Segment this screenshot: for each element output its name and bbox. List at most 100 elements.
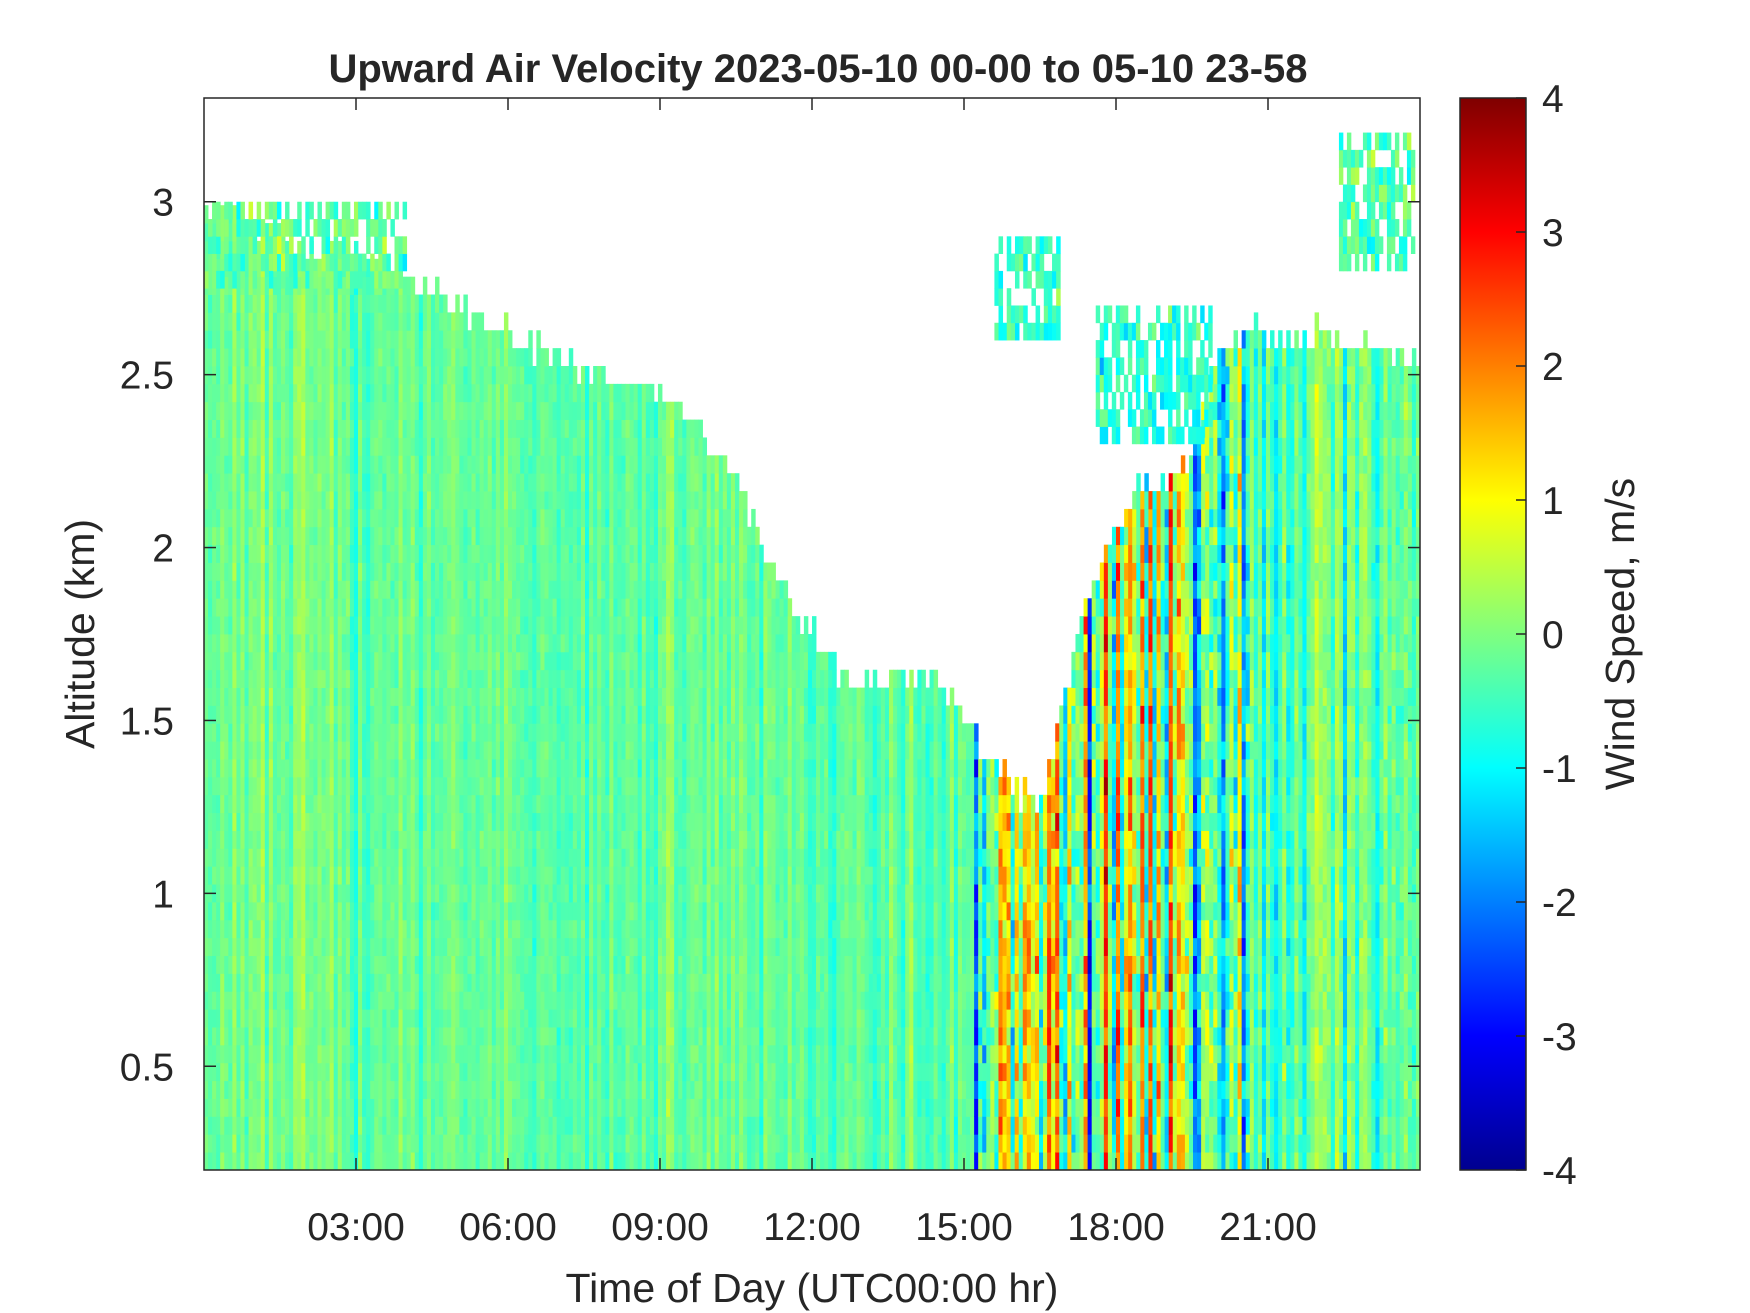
heatmap-cell (495, 1027, 501, 1046)
heatmap-cell (382, 580, 387, 599)
heatmap-cell (305, 491, 310, 510)
heatmap-cell (499, 884, 505, 903)
heatmap-cell (568, 598, 574, 617)
heatmap-cell (560, 383, 566, 403)
heatmap-cell (451, 687, 456, 706)
heatmap-cell (524, 544, 529, 563)
heatmap-cell (232, 651, 237, 671)
heatmap-cell (224, 830, 229, 849)
heatmap-cell (463, 651, 468, 671)
heatmap-cell (544, 759, 549, 778)
heatmap-cell (605, 651, 610, 671)
heatmap-cell (443, 902, 448, 921)
heatmap-cell (224, 902, 229, 921)
heatmap-cell (260, 1080, 266, 1099)
heatmap-cell (382, 634, 387, 653)
heatmap-cell (321, 1062, 326, 1082)
heatmap-cell (378, 812, 383, 831)
heatmap-cell (475, 437, 481, 456)
heatmap-cell (345, 616, 351, 635)
heatmap-cell (224, 348, 229, 367)
heatmap-cell (264, 830, 270, 849)
heatmap-cell (370, 616, 375, 635)
heatmap-cell (447, 866, 452, 885)
heatmap-cell (309, 651, 314, 671)
heatmap-cell (370, 1098, 375, 1117)
heatmap-cell (410, 776, 416, 796)
heatmap-cell (540, 723, 545, 742)
heatmap-cell (572, 669, 578, 688)
heatmap-cell (422, 330, 428, 349)
heatmap-cell (337, 526, 343, 546)
heatmap-cell (264, 616, 270, 635)
heatmap-cell (520, 884, 525, 903)
heatmap-cell (483, 955, 489, 974)
heatmap-cell (317, 276, 322, 295)
heatmap-cell (463, 348, 468, 367)
heatmap-cell (487, 383, 493, 403)
heatmap-cell (593, 848, 598, 867)
heatmap-cell (463, 812, 468, 831)
heatmap-cell (317, 1044, 322, 1064)
heatmap-cell (281, 794, 286, 814)
heatmap-cell (366, 616, 371, 635)
heatmap-cell (285, 330, 290, 349)
heatmap-cell (329, 812, 335, 831)
heatmap-cell (293, 848, 298, 867)
heatmap-cell (459, 419, 464, 438)
heatmap-cell (325, 312, 331, 331)
heatmap-cell (216, 991, 221, 1010)
heatmap-cell (232, 759, 237, 778)
heatmap-cell (309, 902, 314, 921)
heatmap-cell (394, 401, 399, 420)
heatmap-cell (593, 955, 598, 974)
heatmap-cell (272, 1098, 278, 1117)
heatmap-cell (516, 705, 521, 724)
heatmap-cell (475, 723, 481, 742)
heatmap-cell (337, 562, 343, 581)
heatmap-cell (272, 473, 278, 492)
heatmap-cell (272, 526, 278, 546)
heatmap-cell (390, 526, 395, 546)
heatmap-cell (455, 884, 460, 903)
heatmap-cell (459, 526, 464, 546)
heatmap-cell (329, 312, 335, 331)
heatmap-cell (329, 705, 335, 724)
heatmap-cell (204, 294, 209, 313)
heatmap-cell (609, 884, 614, 903)
heatmap-cell (349, 651, 355, 671)
heatmap-cell (285, 1044, 290, 1064)
heatmap-cell (345, 366, 351, 385)
heatmap-cell (580, 544, 586, 563)
heatmap-cell (560, 455, 566, 474)
heatmap-cell (418, 526, 424, 546)
heatmap-cell (491, 562, 497, 581)
heatmap-cell (260, 562, 266, 581)
heatmap-cell (422, 1062, 428, 1082)
heatmap-cell (313, 705, 318, 724)
heatmap-cell (516, 776, 521, 796)
heatmap-cell (406, 902, 412, 921)
heatmap-cell (293, 508, 298, 528)
heatmap-cell (479, 544, 485, 563)
heatmap-cell (516, 955, 521, 974)
heatmap-cell (362, 1027, 367, 1046)
heatmap-cell (349, 1134, 355, 1153)
heatmap-cell (268, 455, 274, 474)
heatmap-cell (345, 455, 351, 474)
heatmap-cell (568, 1009, 574, 1028)
heatmap-cell (289, 884, 294, 903)
heatmap-cell (321, 1080, 326, 1099)
heatmap-cell (503, 902, 509, 921)
heatmap-cell (568, 991, 574, 1010)
heatmap-cell (313, 741, 318, 760)
heatmap-cell (272, 634, 278, 653)
heatmap-cell (228, 240, 233, 260)
heatmap-cell (467, 669, 472, 688)
heatmap-cell (272, 330, 278, 349)
heatmap-cell (552, 812, 558, 831)
heatmap-cell (366, 401, 371, 420)
heatmap-cell (268, 884, 274, 903)
heatmap-cell (293, 419, 298, 438)
heatmap-cell (455, 1098, 460, 1117)
